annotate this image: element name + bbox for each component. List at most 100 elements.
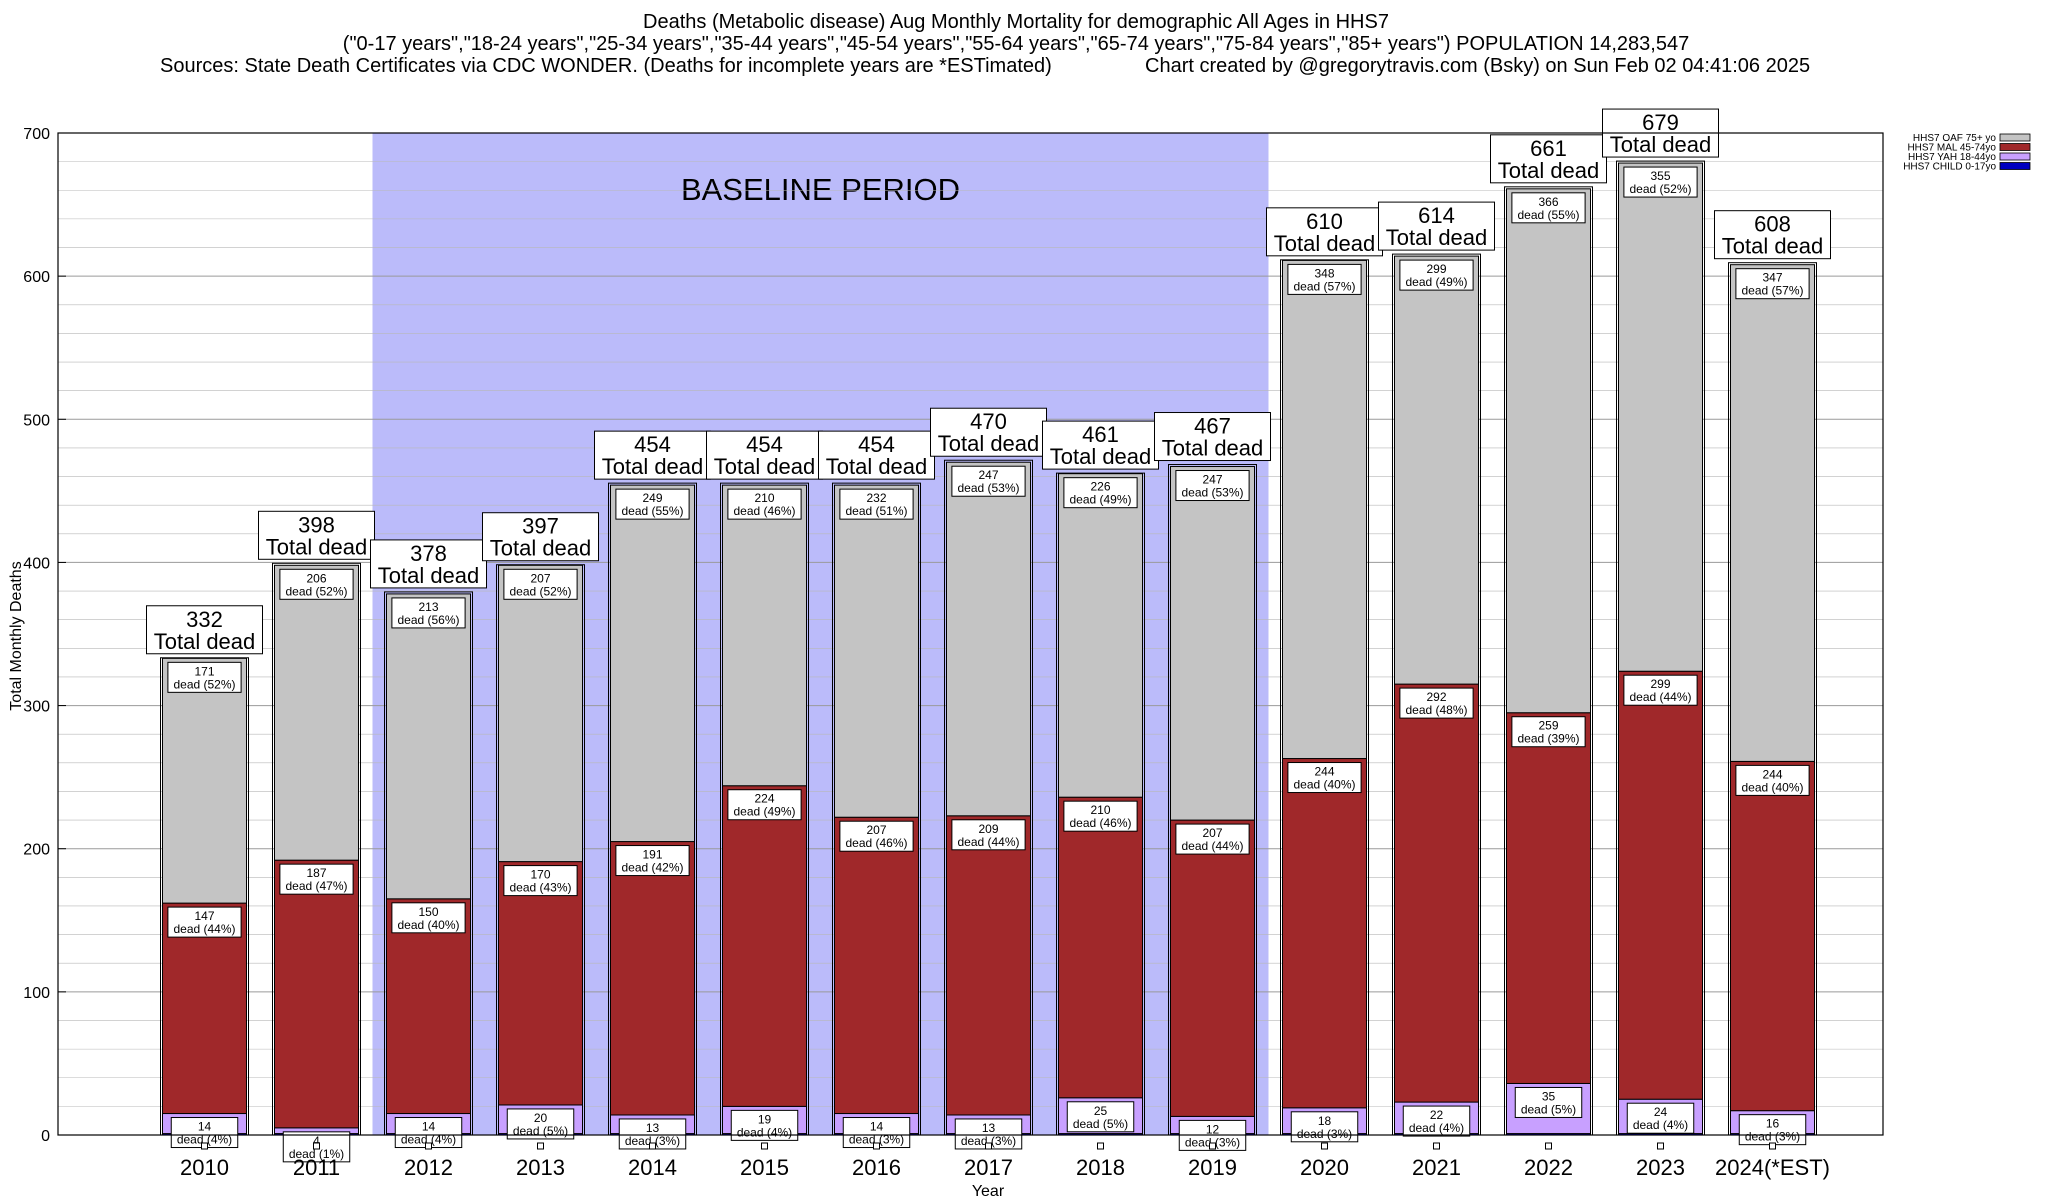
child-series-marker: [1769, 1142, 1776, 1150]
segment-label-box: [1735, 268, 1810, 300]
segment-label-box: [1511, 192, 1586, 224]
segment-percent-label: dead (43%): [509, 881, 571, 895]
bar-segment: [386, 898, 471, 1115]
bar-segment: [162, 902, 247, 1115]
bar-segment: [1058, 473, 1143, 798]
segment-percent-label: dead (52%): [285, 584, 347, 598]
chart-subtitle: ("0-17 years","18-24 years","25-34 years…: [343, 33, 1689, 55]
segment-percent-label: dead (49%): [1069, 493, 1131, 507]
segment-value-label: 22: [1430, 1108, 1444, 1122]
segment-value-label: 292: [1426, 690, 1446, 704]
segment-value-label: 348: [1314, 266, 1334, 280]
total-value-label: 470: [970, 409, 1007, 434]
child-series-marker: [649, 1142, 656, 1150]
segment-value-label: 210: [754, 491, 774, 505]
segment-percent-label: dead (52%): [509, 584, 571, 598]
segment-percent-label: dead (5%): [513, 1124, 568, 1138]
total-suffix-label: Total dead: [266, 534, 368, 559]
child-series-marker: [873, 1142, 880, 1150]
total-label-box: [594, 430, 711, 480]
bar-segment: [1730, 760, 1815, 1112]
x-tick-label: 2022: [1524, 1155, 1573, 1180]
segment-value-label: 12: [1206, 1122, 1220, 1136]
segment-label-box: [167, 906, 242, 938]
segment-value-label: 355: [1650, 169, 1670, 183]
segment-percent-label: dead (4%): [1633, 1118, 1688, 1132]
bar-segment: [386, 593, 471, 900]
child-series-marker: [425, 1142, 432, 1150]
segment-value-label: 232: [866, 491, 886, 505]
segment-label-box: [615, 488, 690, 520]
bar-segment: [946, 815, 1031, 1116]
total-value-label: 378: [410, 541, 447, 566]
bar-segment: [274, 859, 359, 1129]
segment-value-label: 14: [422, 1120, 436, 1134]
segment-percent-label: dead (4%): [1409, 1121, 1464, 1135]
bar-segment: [274, 564, 359, 861]
chart-title: Deaths (Metabolic disease) Aug Monthly M…: [643, 11, 1389, 33]
segment-value-label: 224: [754, 792, 774, 806]
baseline-label: BASELINE PERIOD: [681, 172, 960, 207]
bar-segment: [1170, 819, 1255, 1117]
segment-percent-label: dead (40%): [1293, 778, 1355, 792]
segment-percent-label: dead (47%): [285, 879, 347, 893]
segment-percent-label: dead (55%): [621, 504, 683, 518]
segment-percent-label: dead (44%): [1629, 690, 1691, 704]
x-tick-label: 2024(*EST): [1715, 1155, 1830, 1180]
bar-segment: [1506, 712, 1591, 1084]
total-suffix-label: Total dead: [826, 454, 928, 479]
total-label-box: [1154, 412, 1271, 462]
segment-percent-label: dead (4%): [177, 1133, 232, 1147]
segment-value-label: 213: [418, 600, 438, 614]
segment-percent-label: dead (40%): [397, 918, 459, 932]
segment-value-label: 14: [870, 1120, 884, 1134]
segment-percent-label: dead (3%): [1297, 1127, 1352, 1141]
segment-percent-label: dead (40%): [1741, 780, 1803, 794]
segment-percent-label: dead (5%): [1521, 1102, 1576, 1116]
child-series-marker: [1545, 1142, 1552, 1150]
segment-value-label: 147: [194, 909, 214, 923]
total-suffix-label: Total dead: [154, 629, 256, 654]
total-suffix-label: Total dead: [378, 563, 480, 588]
total-value-label: 661: [1530, 136, 1567, 161]
child-series-marker: [1209, 1142, 1216, 1150]
y-tick-label: 300: [23, 699, 50, 716]
chart-sources: Sources: State Death Certificates via CD…: [160, 55, 1052, 77]
legend-swatch: [1999, 133, 2031, 142]
segment-label-box: [503, 568, 578, 600]
segment-label-box: [615, 845, 690, 877]
segment-label-box: [1175, 470, 1250, 502]
total-suffix-label: Total dead: [490, 536, 592, 561]
x-tick-label: 2021: [1412, 1155, 1461, 1180]
segment-percent-label: dead (39%): [1517, 732, 1579, 746]
segment-label-box: [1626, 1102, 1695, 1134]
segment-label-box: [1287, 762, 1362, 794]
segment-value-label: 13: [646, 1121, 660, 1135]
total-value-label: 608: [1754, 212, 1791, 237]
total-suffix-label: Total dead: [938, 431, 1040, 456]
total-label-box: [930, 407, 1047, 457]
bar-segment: [722, 484, 807, 787]
segment-label-box: [1063, 800, 1138, 832]
segment-value-label: 259: [1538, 719, 1558, 733]
total-label-box: [370, 539, 487, 589]
segment-label-box: [1175, 823, 1250, 855]
child-series-marker: [1657, 1142, 1664, 1150]
y-tick-label: 100: [23, 985, 50, 1002]
segment-value-label: 209: [978, 822, 998, 836]
segment-percent-label: dead (46%): [845, 836, 907, 850]
legend-swatch: [1999, 152, 2031, 161]
y-tick-label: 0: [41, 1128, 50, 1145]
x-tick-label: 2015: [740, 1155, 789, 1180]
bar-segment: [1730, 264, 1815, 762]
segment-label-box: [1402, 1105, 1471, 1137]
bar-segment: [1394, 683, 1479, 1103]
total-value-label: 454: [746, 432, 783, 457]
total-value-label: 614: [1418, 203, 1455, 228]
bar-segment: [1618, 670, 1703, 1100]
segment-value-label: 247: [1202, 473, 1222, 487]
total-label-box: [1266, 207, 1383, 257]
segment-value-label: 25: [1094, 1104, 1108, 1118]
